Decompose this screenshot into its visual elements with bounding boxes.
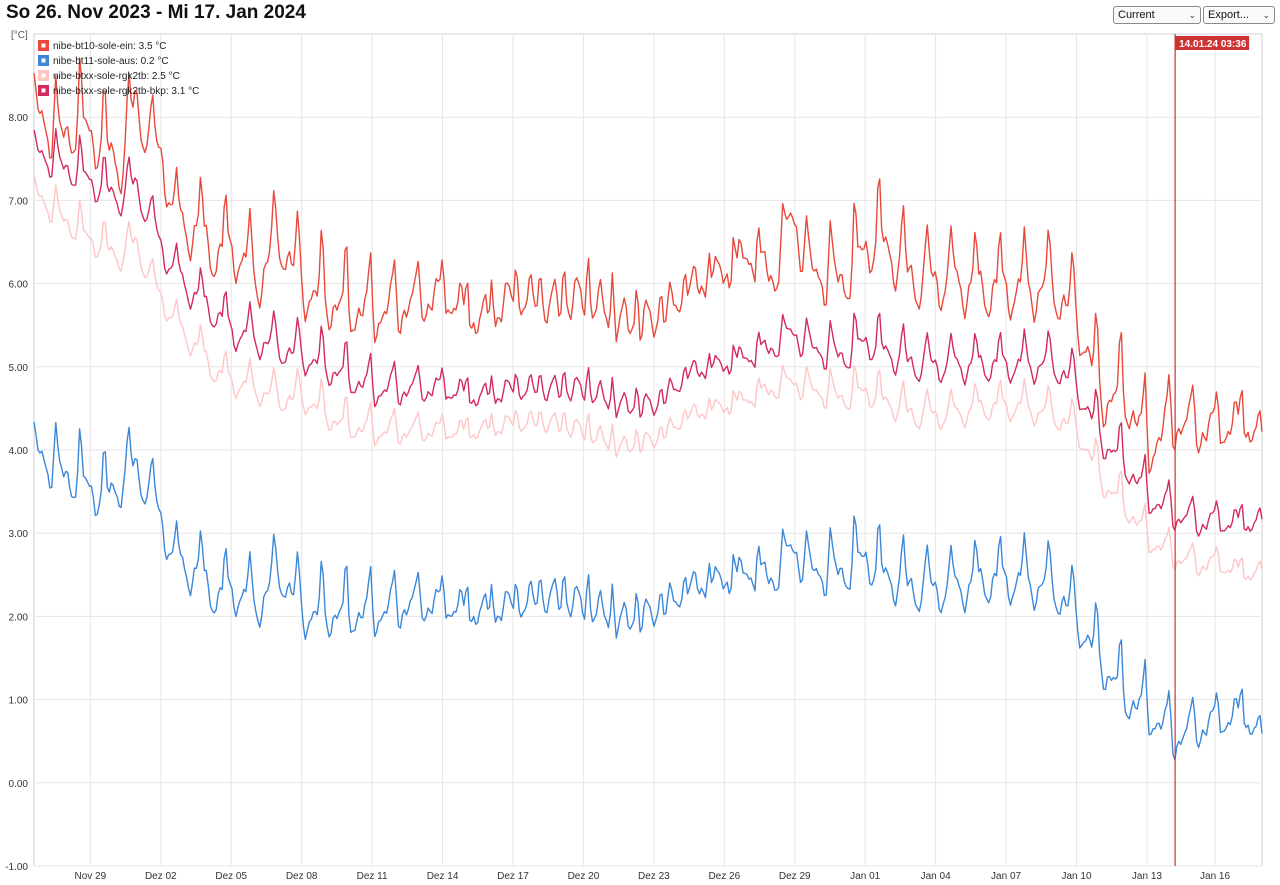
page-title: So 26. Nov 2023 - Mi 17. Jan 2024: [6, 2, 306, 23]
x-tick-label: Dez 26: [708, 871, 740, 882]
x-tick-label: Dez 17: [497, 871, 529, 882]
y-tick-label: -1.00: [5, 862, 28, 873]
export-select[interactable]: Export... ⌄: [1203, 6, 1275, 24]
time-range-select-value: Current: [1118, 9, 1155, 21]
y-axis-label: [°C]: [11, 30, 28, 41]
x-tick-label: Dez 14: [427, 871, 459, 882]
x-tick-label: Jan 07: [991, 871, 1021, 882]
series-line-nibe-bt11-sole-aus: [33, 421, 1263, 761]
cursor-label: 14.01.24 03:36: [1179, 39, 1247, 50]
legend-swatch-dot: [41, 73, 46, 78]
cursor-label-box: [1175, 36, 1250, 50]
chart-legend: nibe-bt10-sole-ein: 3.5 °C nibe-bt11-sole…: [38, 40, 199, 97]
x-tick-label: Nov 29: [75, 871, 107, 882]
export-select-value: Export...: [1208, 9, 1249, 21]
chart-controls: Current ⌄ Export... ⌄: [1113, 6, 1275, 24]
time-range-select[interactable]: Current ⌄: [1113, 6, 1201, 24]
legend-swatch-dot: [41, 58, 46, 63]
y-tick-label: 6.00: [9, 280, 29, 291]
y-tick-label: 7.00: [9, 196, 29, 207]
chart-series: [33, 57, 1263, 761]
y-tick-label: 3.00: [9, 529, 29, 540]
x-tick-label: Dez 20: [568, 871, 600, 882]
x-tick-label: Dez 11: [357, 871, 388, 882]
chevron-down-icon: ⌄: [1262, 10, 1270, 20]
x-tick-label: Dez 02: [145, 871, 177, 882]
x-tick-label: Jan 10: [1061, 871, 1091, 882]
y-tick-label: 4.00: [9, 446, 29, 457]
series-line-nibe-bt10-sole-ein: [33, 57, 1263, 474]
chevron-down-icon: ⌄: [1188, 10, 1196, 20]
time-cursor[interactable]: 14.01.24 03:36: [1174, 34, 1250, 866]
x-tick-label: Dez 08: [286, 871, 318, 882]
legend-item-label: nibe-bt11-sole-aus: 0.2 °C: [53, 56, 169, 67]
legend-item-label: nibe-bt10-sole-ein: 3.5 °C: [53, 41, 167, 52]
x-tick-label: Jan 01: [850, 871, 880, 882]
x-tick-label: Dez 05: [215, 871, 247, 882]
legend-swatch-dot: [41, 88, 46, 93]
series-line-nibe-btxx-sole-rgk2tb-bkp: [33, 128, 1263, 537]
y-tick-label: 2.00: [9, 612, 29, 623]
legend-swatch-dot: [41, 43, 46, 48]
y-axis: -1.00 0.00 1.00 2.00 3.00 4.00 5.00 6.00 7.00 8.0…: [5, 113, 28, 873]
legend-item-label: nibe-btxx-sole-rgk2tb: 2.5 °C: [53, 71, 180, 82]
legend-item-label: nibe-btxx-sole-rgk2tb-bkp: 3.1 °C: [53, 86, 199, 97]
x-tick-label: Jan 16: [1200, 871, 1230, 882]
chart-grid: [33, 33, 1263, 867]
y-tick-label: 0.00: [9, 779, 29, 790]
series-line-nibe-btxx-sole-rgk2tb: [33, 175, 1263, 581]
x-axis: Nov 29 Dez 02 Dez 05 Dez 08 Dez 11 Dez 14 Dez …: [75, 871, 1231, 882]
x-tick-label: Dez 29: [779, 871, 811, 882]
x-tick-label: Jan 13: [1132, 871, 1162, 882]
y-tick-label: 8.00: [9, 113, 29, 124]
x-tick-label: Jan 04: [921, 871, 951, 882]
x-tick-label: Dez 23: [638, 871, 670, 882]
y-tick-label: 1.00: [9, 696, 29, 707]
y-tick-label: 5.00: [9, 363, 29, 374]
